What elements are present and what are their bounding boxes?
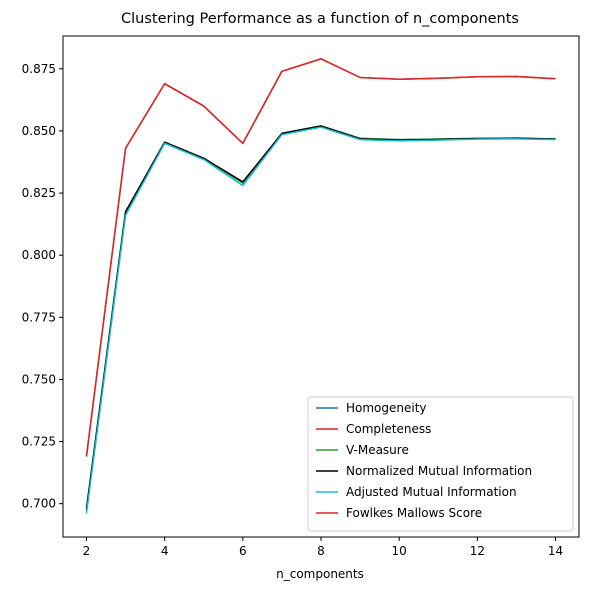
legend-label-2: V-Measure — [346, 443, 409, 457]
legend-box — [307, 396, 574, 532]
y-tick-label: 0.700 — [22, 497, 56, 511]
y-tick-label: 0.725 — [22, 435, 56, 449]
x-tick-label: 10 — [392, 544, 407, 558]
x-axis-label: n_components — [276, 567, 364, 581]
y-tick-label: 0.875 — [22, 62, 56, 76]
series-line-4 — [85, 126, 556, 514]
legend-label-0: Homogeneity — [346, 401, 427, 415]
chart-title: Clustering Performance as a function of … — [121, 11, 519, 27]
x-tick-label: 6 — [239, 544, 247, 558]
y-tick-label: 0.750 — [22, 372, 56, 386]
y-tick-label: 0.800 — [22, 248, 56, 262]
x-tick-label: 4 — [161, 544, 169, 558]
y-axis: 0.700 0.725 0.750 0.775 0.800 0.825 0.850 0.875 — [22, 62, 63, 511]
x-tick-label: 14 — [548, 544, 563, 558]
legend-label-1: Completeness — [346, 422, 431, 436]
series-line-5 — [85, 58, 556, 457]
plot-lines — [85, 58, 556, 514]
y-tick-label: 0.850 — [22, 124, 56, 138]
legend-label-4: Adjusted Mutual Information — [346, 485, 517, 499]
legend-label-5: Fowlkes Mallows Score — [346, 506, 482, 520]
legend-label-3: Normalized Mutual Information — [346, 464, 532, 478]
legend: Homogeneity Completeness V-Measure Normaliz… — [307, 396, 574, 532]
x-tick-label: 8 — [317, 544, 325, 558]
y-tick-label: 0.825 — [22, 186, 56, 200]
x-tick-label: 12 — [470, 544, 485, 558]
x-tick-label: 2 — [83, 544, 91, 558]
x-axis: 2 4 6 8 10 12 14 — [83, 537, 563, 558]
y-tick-label: 0.775 — [22, 310, 56, 324]
